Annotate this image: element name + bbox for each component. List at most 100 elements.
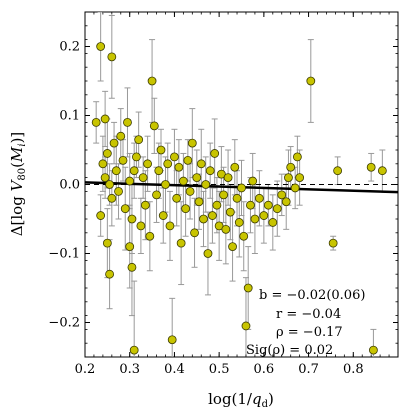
data-point [100, 173, 110, 183]
x-axis-ticks: 0.2 0.3 0.4 0.5 0.6 0.7 0.8 [75, 12, 399, 377]
data-point [125, 176, 135, 186]
x-axis-label: log(1/qd) [208, 390, 274, 410]
data-point [147, 76, 157, 86]
data-point [292, 152, 302, 162]
data-point [127, 214, 137, 224]
y-tick-label: −0.1 [48, 247, 80, 262]
y-tick-label: 0.2 [59, 40, 80, 55]
data-point [208, 211, 217, 220]
data-point [167, 335, 177, 345]
data-point [116, 131, 126, 141]
data-point [156, 145, 166, 155]
data-point [306, 76, 316, 86]
data-point [221, 224, 231, 234]
data-point [277, 190, 287, 200]
data-point [377, 166, 387, 176]
data-point [165, 221, 175, 231]
data-point [183, 155, 193, 165]
data-point [272, 204, 282, 214]
data-point [91, 118, 101, 127]
data-point [246, 200, 255, 210]
data-point [205, 166, 215, 176]
data-point [254, 193, 264, 203]
data-point [107, 52, 117, 62]
data-point [178, 176, 188, 186]
data-point [194, 197, 204, 207]
data-point [366, 162, 376, 172]
y-axis-label: Δ[log V80(Mi)] [8, 132, 28, 237]
data-point [105, 180, 114, 189]
data-point [369, 345, 378, 355]
data-point [170, 152, 179, 162]
data-point [109, 138, 119, 148]
x-tick-label: 0.5 [209, 362, 230, 377]
data-point [234, 218, 244, 227]
data-point [107, 193, 117, 203]
data-point [134, 135, 144, 145]
data-point [196, 159, 206, 169]
data-point [250, 214, 260, 224]
data-point [123, 118, 132, 127]
data-point [105, 269, 114, 279]
data-point [172, 193, 182, 203]
x-tick-label: 0.2 [75, 362, 96, 377]
data-point [96, 42, 106, 51]
data-point [96, 211, 106, 220]
data-point [132, 152, 141, 162]
data-points [91, 42, 387, 355]
data-point [114, 186, 123, 196]
data-point [98, 159, 108, 169]
data-point [228, 242, 237, 252]
data-point [102, 238, 112, 248]
data-point [241, 321, 251, 331]
data-point [199, 214, 208, 224]
data-point [145, 231, 155, 241]
data-point [140, 200, 150, 210]
y-tick-label: −0.2 [48, 316, 80, 331]
data-point [281, 197, 291, 207]
data-point [232, 193, 242, 203]
data-point [185, 186, 195, 196]
data-point [290, 183, 300, 193]
data-point [192, 173, 202, 183]
data-point [163, 159, 173, 169]
x-tick-label: 0.4 [164, 362, 185, 377]
data-point [333, 166, 343, 176]
data-point [201, 180, 211, 189]
data-point [161, 180, 170, 189]
data-point [127, 262, 137, 272]
stat-sig: Sig(ρ) = 0.02 [246, 343, 333, 358]
data-point [263, 200, 273, 210]
data-point [138, 173, 148, 183]
data-point [219, 190, 229, 200]
data-point [223, 173, 233, 183]
data-point [210, 149, 220, 158]
data-point [143, 159, 153, 169]
stat-r: r = −0.04 [276, 307, 341, 322]
data-point [149, 121, 159, 131]
data-point [295, 173, 305, 183]
data-point [286, 162, 296, 172]
stat-rho: ρ = −0.17 [276, 325, 343, 340]
data-point [136, 221, 146, 231]
data-point [239, 231, 249, 241]
data-point [125, 242, 135, 252]
data-point [243, 283, 253, 293]
data-point [129, 166, 139, 176]
data-point [111, 166, 121, 176]
data-point [328, 238, 338, 248]
data-point [118, 155, 128, 165]
data-point [268, 218, 278, 227]
data-point [174, 162, 184, 172]
data-point [100, 114, 110, 124]
data-point [230, 162, 240, 172]
y-axis-ticks: −0.2 −0.1 0.0 0.1 0.2 [48, 11, 398, 358]
y-tick-label: 0.1 [59, 109, 80, 124]
data-point [120, 204, 130, 214]
data-point [154, 166, 164, 176]
data-point [152, 190, 161, 200]
error-bars [93, 12, 386, 357]
data-point [203, 249, 213, 258]
x-tick-label: 0.3 [119, 362, 140, 377]
